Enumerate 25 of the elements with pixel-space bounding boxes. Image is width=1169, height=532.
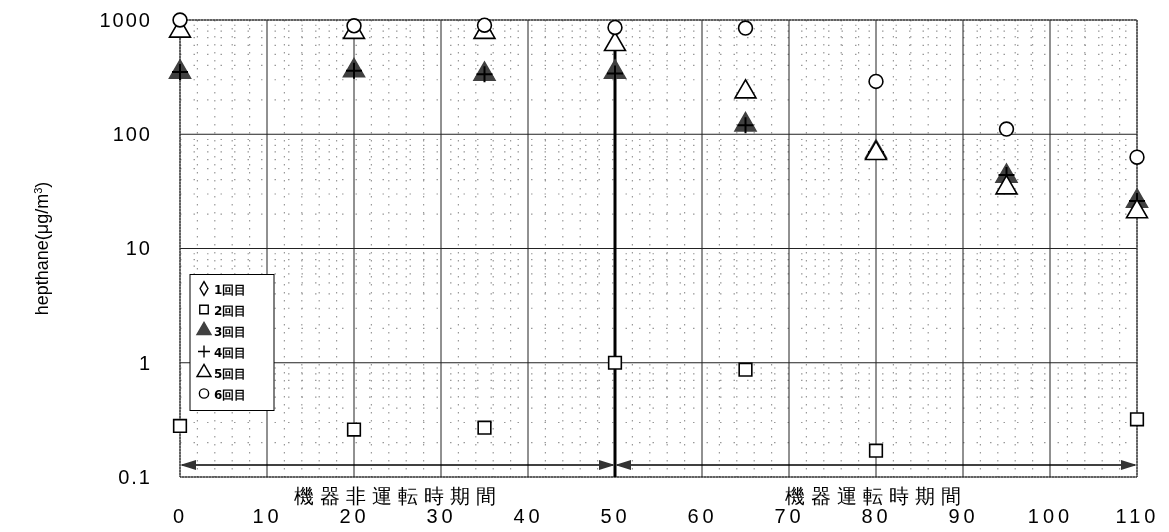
legend-label: 5回目	[214, 366, 247, 381]
legend-label: 6回目	[214, 387, 247, 402]
legend-label: 1回目	[214, 282, 247, 297]
x-tick-label: 100	[1027, 505, 1074, 528]
x-tick-label: 20	[339, 505, 370, 528]
text: 機器非運転時期間	[293, 484, 502, 508]
x-tick-label: 110	[1115, 505, 1160, 528]
y-tick-label: 0.1	[118, 465, 152, 488]
x-tick-label: 30	[426, 505, 457, 528]
text: 機器運転時期間	[785, 484, 967, 508]
x-tick-label: 80	[861, 505, 892, 528]
x-tick-label: 40	[513, 505, 544, 528]
x-tick-label: 50	[600, 505, 631, 528]
y-tick-label: 1000	[99, 8, 152, 31]
x-tick-label: 90	[948, 505, 979, 528]
legend-label: 4回目	[214, 345, 247, 360]
legend-label: 3回目	[214, 324, 247, 339]
y-tick-label: 1	[138, 351, 152, 374]
y-tick-label: 10	[125, 237, 152, 260]
legend-label: 2回目	[214, 303, 247, 318]
x-tick-label: 70	[774, 505, 805, 528]
y-tick-label: 100	[112, 123, 152, 146]
x-tick-label: 60	[687, 505, 718, 528]
x-tick-label: 10	[252, 505, 283, 528]
x-tick-label: 0	[172, 505, 189, 528]
